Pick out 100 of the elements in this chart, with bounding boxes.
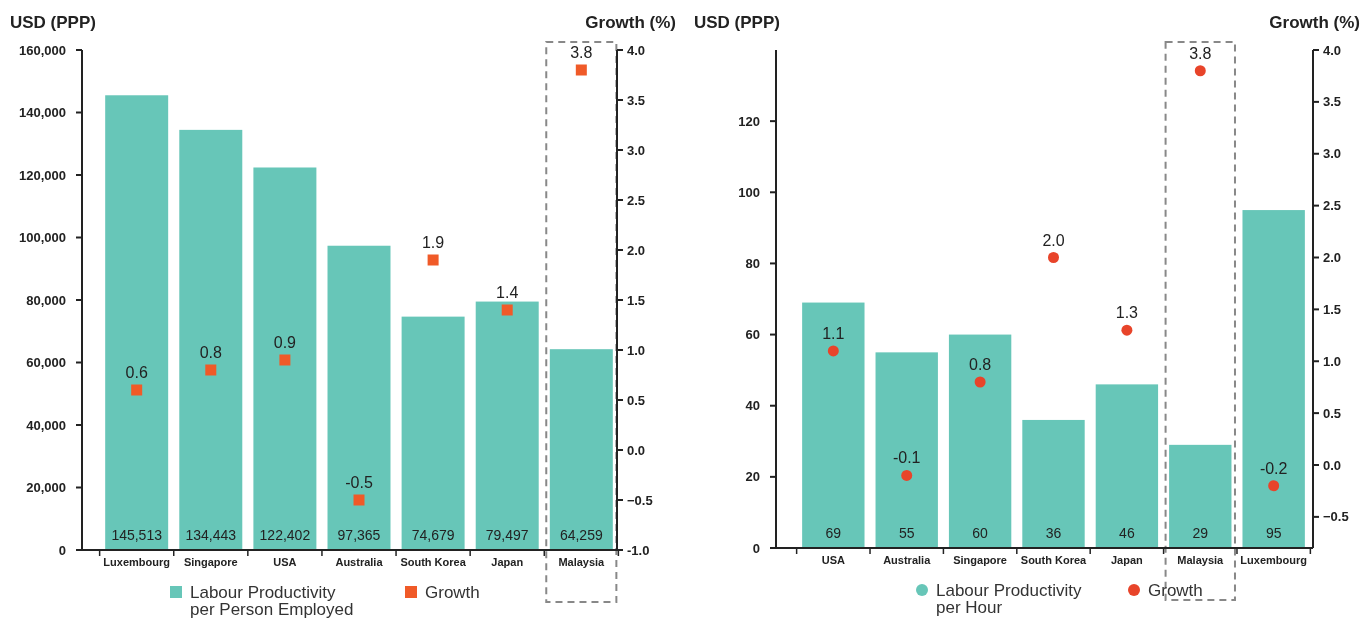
y-axis-title: USD (PPP) [694,13,780,32]
point [279,354,291,366]
y2-tick-label: −0.5 [627,492,653,508]
data-label: 122,402 [259,527,311,543]
data-label: -0.2 [1259,459,1288,477]
y2-tick-label: -1.0 [627,542,650,558]
y-tick-label: 120 [738,113,760,129]
data-label: 36 [1045,525,1062,541]
point [353,494,365,506]
data-label: 2.0 [1042,231,1065,249]
y2-tick-label: 1.5 [627,292,646,308]
x-tick-label: Malaysia [558,556,606,568]
bar [327,245,391,550]
y2-tick-label: 2.5 [1323,198,1342,214]
legend-label: Labour Productivity per Hour [936,580,1083,617]
y-tick-label: 80,000 [26,292,66,308]
x-tick-label: Japan [1110,554,1144,566]
x-tick-label: Singapore [183,556,238,568]
bar [948,334,1012,548]
bar [475,301,539,550]
bar [549,349,613,550]
y2-tick-label: −0.5 [1323,509,1349,525]
data-label: 1.4 [496,284,519,301]
y2-tick-label: 2.0 [627,242,646,258]
bar [1242,210,1305,548]
x-tick-label: Japan [491,556,524,568]
data-label: 79,497 [485,527,529,543]
y2-axis-title: Growth (%) [1269,13,1360,32]
point [131,384,143,396]
y2-tick-label: 0.0 [1323,457,1342,473]
point [575,64,587,76]
data-label: 74,679 [411,527,455,543]
bar [802,302,865,548]
point [501,304,513,316]
point [1194,65,1206,77]
legend-label: Growth [425,582,480,602]
data-label: 69 [825,525,842,541]
point [974,376,986,388]
bar [179,129,243,550]
data-label: 0.6 [125,364,148,381]
point [427,254,439,266]
y2-tick-label: 2.0 [1323,250,1342,266]
bar [1095,384,1159,548]
y-tick-label: 60,000 [26,355,66,371]
y-tick-label: 40 [745,398,760,414]
data-label: 1.1 [822,324,845,342]
data-label: 3.8 [1189,44,1212,62]
y2-tick-label: 3.5 [1323,94,1342,110]
data-label: 97,365 [337,527,381,543]
bar [401,316,465,550]
y-tick-label: 0 [752,540,760,556]
x-tick-label: South Korea [1020,554,1088,566]
y-tick-label: 0 [58,542,66,558]
data-label: 29 [1192,525,1209,541]
x-tick-label: Luxembourg [103,556,170,568]
data-label: 145,513 [111,527,163,543]
y-tick-label: 60 [745,327,760,343]
point [1121,324,1133,336]
x-tick-label: USA [273,556,297,568]
data-label: 0.8 [968,356,992,373]
x-tick-label: Luxembourg [1240,554,1307,566]
bar [105,95,169,550]
y2-axis-title: Growth (%) [585,13,676,32]
y2-tick-label: 3.0 [627,142,646,158]
point [205,364,217,376]
y2-tick-label: 4.0 [1323,42,1342,58]
data-label: 1.9 [421,234,445,251]
y2-tick-label: 4.0 [627,42,646,58]
legend-label: Growth [1148,580,1203,600]
y-tick-label: 160,000 [19,42,66,58]
y-tick-label: 140,000 [19,105,66,121]
data-label: -0.5 [345,474,373,491]
y2-tick-label: 1.0 [1323,353,1342,369]
y-tick-label: 120,000 [19,167,66,183]
data-label: 46 [1119,525,1135,541]
y2-tick-label: 2.5 [627,192,646,208]
x-tick-label: Australia [335,556,384,568]
bar [1022,419,1085,548]
y-axis-title: USD (PPP) [10,13,96,32]
point [1048,252,1059,263]
y-tick-label: 100 [738,184,760,200]
point [1268,480,1280,492]
legend-label: Labour Productivity per Person Employed [190,582,354,619]
y2-tick-label: 3.0 [1323,146,1342,162]
bar [875,352,938,548]
data-label: 3.8 [570,44,593,61]
data-label: 0.8 [199,344,223,361]
y2-tick-label: 3.5 [627,92,646,108]
y-tick-label: 20 [745,469,760,485]
bar [1169,444,1232,548]
point [827,345,839,357]
data-label: -0.1 [892,449,921,467]
x-tick-label: South Korea [400,556,467,568]
y-tick-label: 100,000 [19,230,66,246]
x-tick-label: Malaysia [1177,554,1225,566]
y-tick-label: 80 [745,255,760,271]
y2-tick-label: 0.0 [627,442,646,458]
data-label: 60 [972,525,989,541]
y2-tick-label: 1.0 [627,342,646,358]
point [901,469,913,481]
